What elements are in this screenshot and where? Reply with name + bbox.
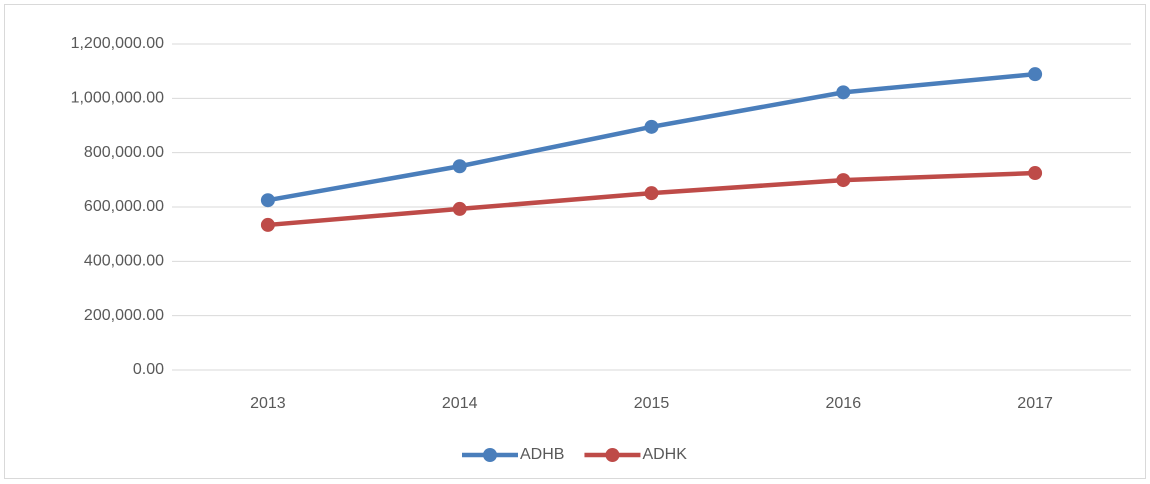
x-tick-label: 2015 bbox=[634, 395, 670, 412]
legend-label: ADHK bbox=[642, 446, 687, 463]
series-marker bbox=[644, 186, 659, 201]
x-tick-label: 2014 bbox=[442, 395, 478, 412]
legend-label: ADHB bbox=[520, 446, 564, 463]
series-marker bbox=[836, 85, 851, 100]
legend-marker bbox=[483, 448, 497, 462]
y-tick-label: 400,000.00 bbox=[84, 253, 164, 270]
y-tick-label: 0.00 bbox=[133, 361, 164, 378]
series-marker bbox=[644, 119, 659, 134]
series-marker bbox=[1028, 67, 1043, 82]
x-tick-label: 2013 bbox=[250, 395, 286, 412]
y-tick-label: 800,000.00 bbox=[84, 144, 164, 161]
series-marker bbox=[452, 201, 467, 216]
chart-border bbox=[4, 4, 1146, 479]
series-marker bbox=[452, 159, 467, 174]
y-tick-label: 1,000,000.00 bbox=[71, 90, 165, 107]
series-marker bbox=[260, 193, 275, 208]
series-marker bbox=[1028, 166, 1043, 181]
series-marker bbox=[260, 217, 275, 232]
legend-marker bbox=[605, 448, 620, 462]
x-tick-label: 2017 bbox=[1017, 395, 1053, 412]
y-tick-label: 1,200,000.00 bbox=[71, 35, 165, 52]
series-marker bbox=[836, 173, 851, 188]
y-tick-label: 200,000.00 bbox=[84, 307, 164, 324]
x-tick-label: 2016 bbox=[826, 395, 862, 412]
y-tick-label: 600,000.00 bbox=[84, 198, 164, 215]
